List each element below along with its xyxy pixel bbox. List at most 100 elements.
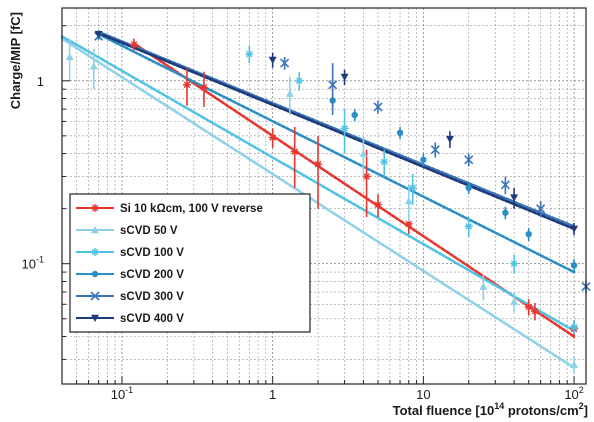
point-marker xyxy=(524,302,533,311)
fit-line-series-3 xyxy=(97,32,576,274)
point-marker xyxy=(94,30,103,39)
data-point xyxy=(268,52,277,68)
x-axis-title: Total fluence [1014 protons/cm2] xyxy=(393,401,588,418)
legend-label: sCVD 200 V xyxy=(120,269,184,281)
x-tick-label: 10 xyxy=(416,387,430,402)
data-point xyxy=(570,320,579,335)
point-marker xyxy=(570,225,579,233)
data-point xyxy=(280,56,290,70)
data-point xyxy=(464,153,474,167)
data-point xyxy=(464,217,473,237)
point-marker xyxy=(340,124,349,133)
legend-item: sCVD 400 V xyxy=(76,313,184,325)
data-point xyxy=(374,194,383,218)
data-point xyxy=(359,135,368,177)
point-marker xyxy=(268,56,277,64)
point-marker xyxy=(280,58,290,68)
point-marker xyxy=(530,307,539,316)
point-marker xyxy=(430,145,440,155)
point-marker xyxy=(351,111,358,119)
y-tick-label: 10-1 xyxy=(22,255,44,272)
data-point xyxy=(94,30,103,39)
data-point xyxy=(182,68,191,106)
data-point xyxy=(295,71,304,91)
point-marker xyxy=(373,102,383,112)
legend-label: sCVD 100 V xyxy=(120,247,184,259)
point-marker xyxy=(268,133,277,142)
data-point xyxy=(465,181,472,195)
y-axis-title: Charge/MIP [fC] xyxy=(8,12,23,109)
point-marker xyxy=(374,200,383,209)
x-tick-label: 1 xyxy=(269,387,276,402)
data-point xyxy=(510,187,519,209)
point-marker xyxy=(328,80,338,90)
legend-marker xyxy=(91,314,99,322)
series-2-points xyxy=(245,45,579,335)
data-point xyxy=(570,222,579,236)
plot-frame xyxy=(61,7,587,385)
point-marker xyxy=(362,172,371,181)
data-point xyxy=(285,76,294,116)
data-point xyxy=(510,254,519,274)
legend-item: sCVD 200 V xyxy=(76,269,184,281)
series-5-points xyxy=(94,30,579,236)
legend-marker xyxy=(91,248,99,256)
point-marker xyxy=(525,230,532,238)
data-point xyxy=(373,100,383,114)
data-point xyxy=(536,201,546,218)
data-point xyxy=(525,227,532,242)
point-marker xyxy=(290,147,299,156)
point-marker xyxy=(420,156,427,163)
legend-item: sCVD 50 V xyxy=(76,225,178,237)
data-point xyxy=(570,356,579,374)
data-point xyxy=(351,109,358,122)
data-point xyxy=(420,153,427,167)
point-marker xyxy=(464,155,474,165)
data-point xyxy=(362,149,371,218)
point-marker xyxy=(465,184,472,192)
point-marker xyxy=(500,180,510,190)
legend-label: sCVD 50 V xyxy=(120,225,178,237)
point-marker xyxy=(404,197,413,205)
point-marker xyxy=(359,149,368,157)
series-4-points xyxy=(94,31,591,294)
data-point xyxy=(380,149,389,177)
point-marker xyxy=(245,50,254,59)
point-marker xyxy=(396,129,404,136)
data-point xyxy=(404,184,413,222)
data-point xyxy=(268,128,277,148)
point-marker xyxy=(380,157,389,166)
data-point xyxy=(340,109,349,154)
point-marker xyxy=(199,83,208,92)
point-marker xyxy=(295,76,304,85)
legend-marker xyxy=(91,204,99,212)
x-tick-label: 102 xyxy=(564,385,583,402)
point-marker xyxy=(570,360,579,369)
data-point xyxy=(129,38,138,51)
data-points xyxy=(65,30,591,374)
x-tick-label: 10-1 xyxy=(111,385,133,402)
legend-item: sCVD 300 V xyxy=(76,291,184,303)
data-point xyxy=(65,38,74,81)
axis-ticks: 10-1 1 10 102 10-1 1 xyxy=(22,25,584,402)
data-point xyxy=(500,176,510,195)
point-marker xyxy=(464,222,473,231)
fit-line-series-5 xyxy=(97,31,576,231)
data-point xyxy=(510,292,519,313)
point-marker xyxy=(89,62,98,70)
data-point xyxy=(89,48,98,90)
legend-label: sCVD 300 V xyxy=(120,291,184,303)
legend: Si 10 kΩcm, 100 V reverse sCVD 50 V sCVD 1… xyxy=(69,193,311,333)
data-point xyxy=(245,45,254,64)
point-marker xyxy=(510,194,519,202)
fit-line-series-4 xyxy=(97,30,576,228)
data-point xyxy=(199,71,208,107)
point-marker xyxy=(536,204,546,214)
legend-marker xyxy=(91,226,99,234)
point-marker xyxy=(65,52,74,61)
point-marker xyxy=(445,135,454,144)
data-point xyxy=(430,142,440,158)
data-point xyxy=(396,126,404,140)
